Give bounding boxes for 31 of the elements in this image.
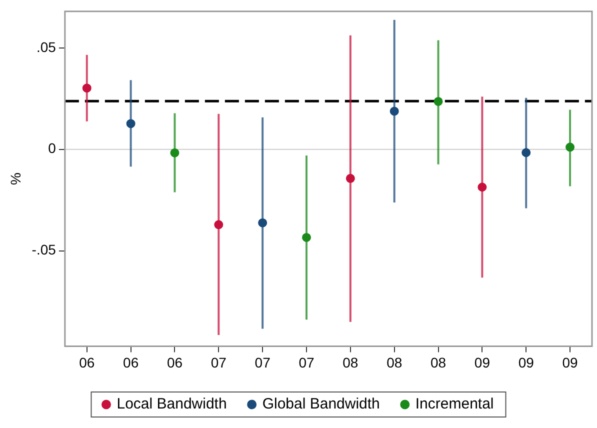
legend-label: Incremental	[415, 396, 494, 413]
x-tick-label: 09	[474, 354, 490, 370]
point	[566, 142, 575, 152]
x-tick-label: 07	[254, 354, 271, 370]
point	[170, 148, 180, 158]
x-tick-label: 08	[430, 354, 446, 370]
point	[522, 148, 531, 158]
point	[258, 218, 268, 228]
legend-label: Local Bandwidth	[116, 396, 227, 413]
x-tick-label: 09	[518, 354, 534, 370]
point	[214, 220, 224, 230]
y-tick-label: -.05	[32, 242, 56, 258]
legend-label: Global Bandwidth	[262, 396, 380, 413]
x-tick-label: 06	[79, 354, 95, 370]
x-tick-label: 09	[562, 354, 578, 370]
point	[434, 96, 443, 106]
y-tick-label: .05	[36, 38, 56, 55]
x-tick-label: 08	[342, 354, 358, 370]
y-axis-title: %	[7, 172, 24, 186]
point	[390, 106, 399, 116]
x-tick-label: 07	[210, 354, 227, 370]
point	[126, 119, 136, 128]
x-tick-label: 08	[386, 354, 402, 370]
point	[82, 84, 92, 93]
point	[302, 232, 311, 242]
point	[346, 174, 355, 183]
x-tick-label: 06	[123, 354, 139, 370]
point	[478, 182, 487, 192]
y-tick-label: 0	[48, 140, 56, 156]
x-tick-label: 07	[298, 354, 314, 370]
x-tick-label: 06	[166, 354, 183, 370]
